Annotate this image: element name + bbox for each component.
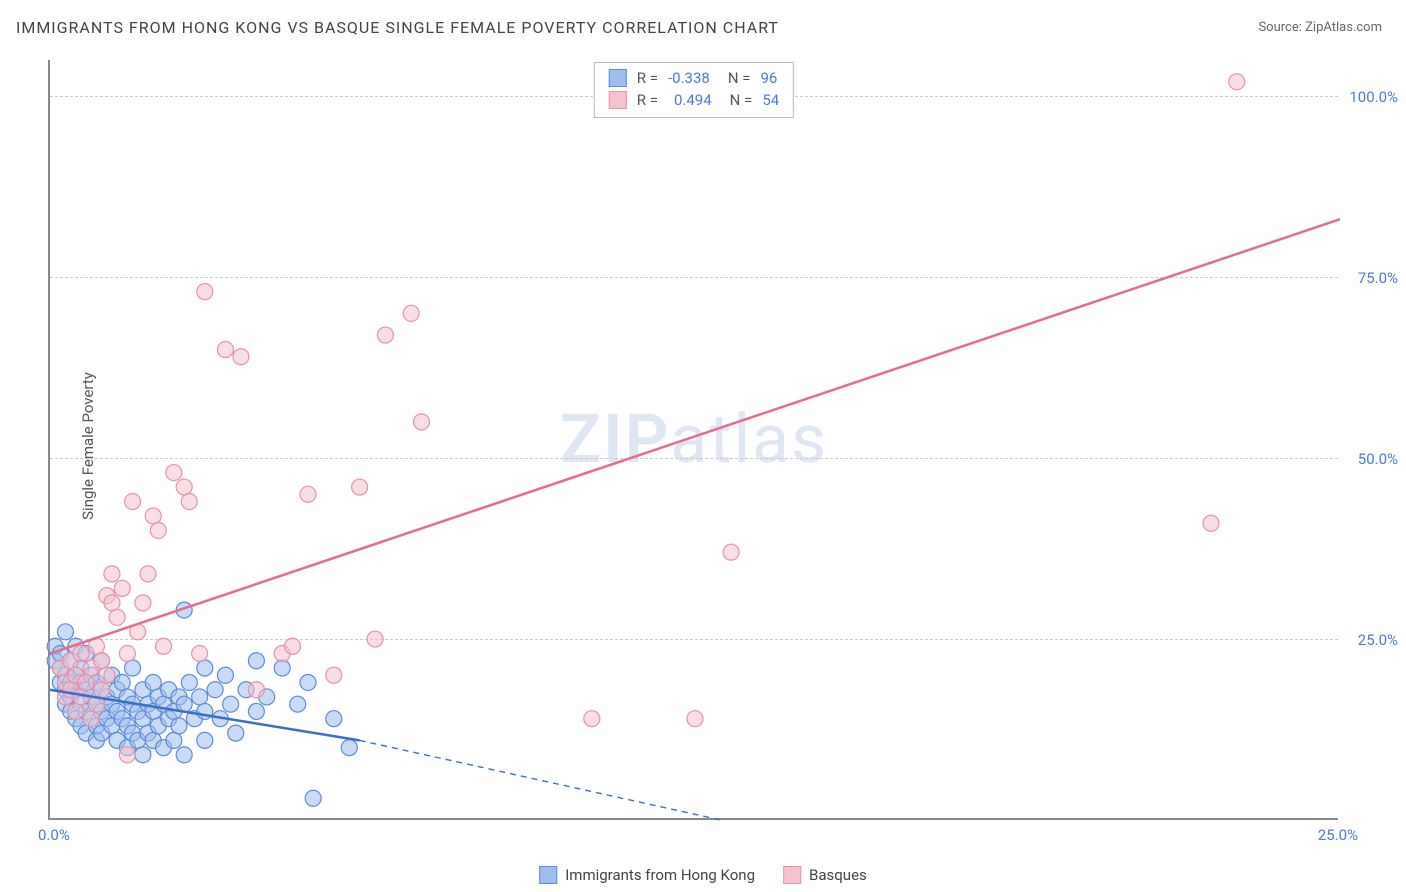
scatter-point bbox=[248, 703, 264, 719]
trend-line-dashed bbox=[360, 740, 721, 820]
scatter-point bbox=[228, 725, 244, 741]
scatter-point bbox=[114, 580, 130, 596]
scatter-point bbox=[300, 486, 316, 502]
scatter-point bbox=[171, 718, 187, 734]
stat-label: N = bbox=[730, 89, 753, 111]
scatter-point bbox=[176, 479, 192, 495]
source-attribution: Source: ZipAtlas.com bbox=[1258, 20, 1382, 35]
scatter-point bbox=[176, 747, 192, 763]
scatter-point bbox=[403, 305, 419, 321]
swatch-icon bbox=[539, 866, 557, 884]
scatter-point bbox=[192, 646, 208, 662]
ytick-label: 75.0% bbox=[1358, 269, 1398, 287]
scatter-point bbox=[687, 711, 703, 727]
scatter-point bbox=[414, 414, 430, 430]
scatter-point bbox=[119, 646, 135, 662]
scatter-point bbox=[94, 682, 110, 698]
stats-legend: R = -0.338 N = 96 R = 0.494 N = 54 bbox=[594, 62, 794, 118]
scatter-point bbox=[377, 327, 393, 343]
scatter-point bbox=[125, 660, 141, 676]
stat-value: 54 bbox=[762, 89, 779, 111]
legend-label: Immigrants from Hong Kong bbox=[565, 866, 755, 884]
scatter-point bbox=[723, 544, 739, 560]
scatter-point bbox=[367, 631, 383, 647]
ytick-label: 50.0% bbox=[1358, 450, 1398, 468]
series-legend: Immigrants from Hong Kong Basques bbox=[539, 866, 867, 884]
scatter-point bbox=[94, 653, 110, 669]
legend-item: Basques bbox=[783, 866, 867, 884]
scatter-point bbox=[192, 689, 208, 705]
scatter-point bbox=[109, 609, 125, 625]
scatter-point bbox=[233, 349, 249, 365]
scatter-point bbox=[181, 494, 197, 510]
scatter-point bbox=[300, 674, 316, 690]
stat-label: R = bbox=[637, 89, 658, 111]
scatter-point bbox=[166, 732, 182, 748]
scatter-point bbox=[140, 566, 156, 582]
scatter-point bbox=[119, 747, 135, 763]
scatter-point bbox=[197, 660, 213, 676]
trend-line bbox=[50, 219, 1340, 653]
scatter-point bbox=[135, 747, 151, 763]
stat-value: 0.494 bbox=[674, 89, 712, 111]
scatter-point bbox=[99, 667, 115, 683]
ytick-label: 100.0% bbox=[1349, 88, 1398, 106]
scatter-point bbox=[166, 465, 182, 481]
scatter-point bbox=[145, 674, 161, 690]
scatter-point bbox=[78, 674, 94, 690]
scatter-point bbox=[57, 624, 73, 640]
scatter-point bbox=[181, 674, 197, 690]
scatter-point bbox=[248, 682, 264, 698]
scatter-point bbox=[248, 653, 264, 669]
scatter-point bbox=[104, 566, 120, 582]
scatter-point bbox=[305, 790, 321, 806]
swatch-icon bbox=[783, 866, 801, 884]
scatter-point bbox=[274, 660, 290, 676]
xtick-label: 0.0% bbox=[38, 826, 70, 844]
scatter-point bbox=[223, 696, 239, 712]
scatter-point bbox=[156, 638, 172, 654]
scatter-point bbox=[207, 682, 223, 698]
stat-value: -0.338 bbox=[668, 67, 710, 89]
scatter-point bbox=[145, 508, 161, 524]
xtick-label: 25.0% bbox=[1318, 826, 1358, 844]
scatter-point bbox=[150, 522, 166, 538]
scatter-point bbox=[352, 479, 368, 495]
scatter-point bbox=[114, 674, 130, 690]
scatter-point bbox=[285, 638, 301, 654]
scatter-point bbox=[73, 646, 89, 662]
scatter-point bbox=[83, 711, 99, 727]
stats-row: R = -0.338 N = 96 bbox=[609, 67, 779, 89]
source-label: Source: bbox=[1258, 20, 1301, 35]
scatter-point bbox=[104, 595, 120, 611]
stat-value: 96 bbox=[760, 67, 777, 89]
scatter-point bbox=[341, 740, 357, 756]
legend-item: Immigrants from Hong Kong bbox=[539, 866, 755, 884]
scatter-point bbox=[1203, 515, 1219, 531]
scatter-point bbox=[197, 732, 213, 748]
scatter-point bbox=[217, 667, 233, 683]
scatter-point bbox=[217, 342, 233, 358]
stat-label: R = bbox=[637, 67, 658, 89]
scatter-point bbox=[290, 696, 306, 712]
source-link[interactable]: ZipAtlas.com bbox=[1305, 20, 1382, 35]
scatter-point bbox=[197, 284, 213, 300]
stat-label: N = bbox=[728, 67, 751, 89]
scatter-point bbox=[135, 595, 151, 611]
scatter-point bbox=[326, 667, 342, 683]
scatter-svg bbox=[50, 60, 1338, 818]
chart-title: IMMIGRANTS FROM HONG KONG VS BASQUE SING… bbox=[16, 18, 779, 37]
legend-label: Basques bbox=[809, 866, 867, 884]
swatch-icon bbox=[609, 91, 627, 109]
stats-row: R = 0.494 N = 54 bbox=[609, 89, 779, 111]
scatter-point bbox=[125, 494, 141, 510]
scatter-point bbox=[584, 711, 600, 727]
plot-area: ZIPatlas 25.0% 50.0% 75.0% 100.0% 0.0% 2… bbox=[48, 60, 1338, 820]
swatch-icon bbox=[609, 69, 627, 87]
scatter-point bbox=[68, 703, 84, 719]
scatter-point bbox=[326, 711, 342, 727]
ytick-label: 25.0% bbox=[1358, 631, 1398, 649]
scatter-point bbox=[1229, 74, 1245, 90]
